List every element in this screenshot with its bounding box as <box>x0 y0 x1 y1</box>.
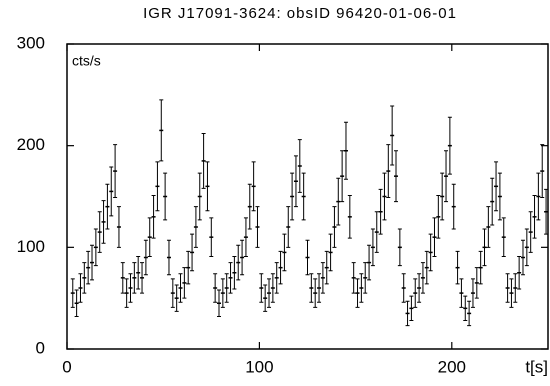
y-tick-label: 200 <box>17 135 45 154</box>
y-tick-label: 100 <box>17 237 45 256</box>
x-tick-label: 200 <box>438 357 466 376</box>
x-axis-label: t[s] <box>525 357 548 376</box>
x-tick-label: 0 <box>62 357 71 376</box>
y-tick-label: 300 <box>17 33 45 52</box>
y-tick-label: 0 <box>36 338 45 357</box>
y-axis-label: cts/s <box>72 53 101 69</box>
x-tick-label: 100 <box>245 357 273 376</box>
plot-frame <box>66 43 549 350</box>
chart-title: IGR J17091-3624: obsID 96420-01-06-01 <box>143 5 457 22</box>
